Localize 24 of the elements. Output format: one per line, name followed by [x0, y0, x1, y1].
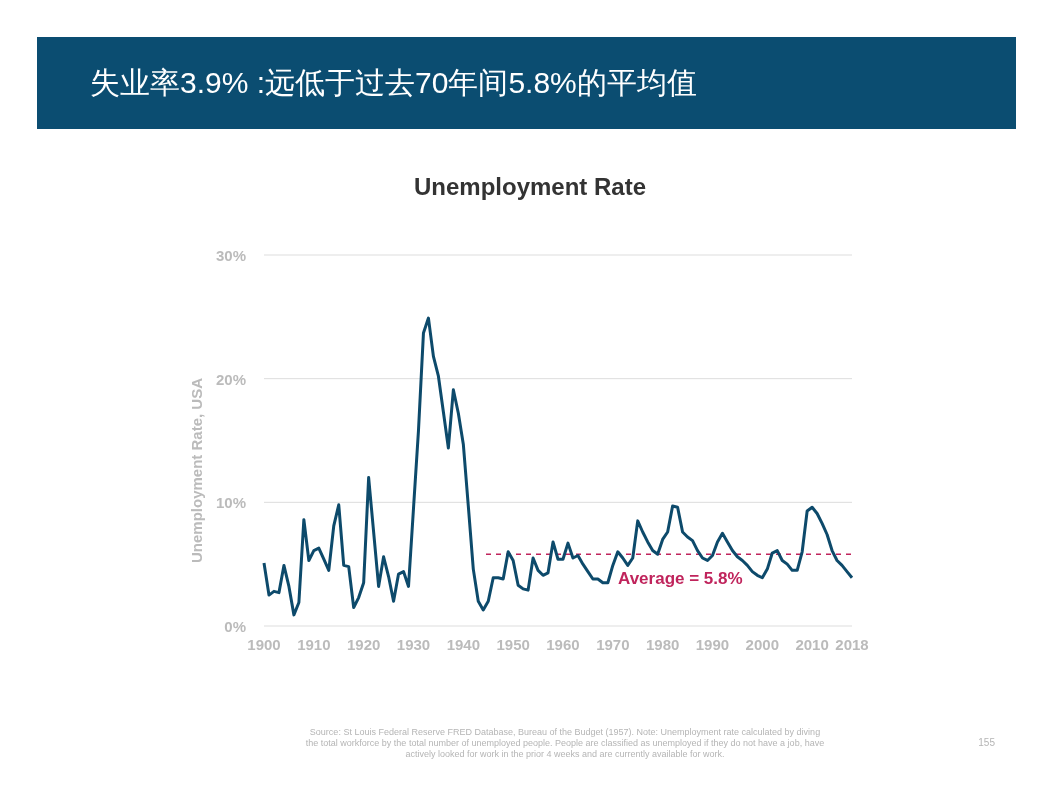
chart-title: 失业率3.9% :远低于过去70年间5.8%的平均值	[90, 66, 697, 99]
x-tick-label: 1900	[247, 636, 281, 653]
x-tick-label: 1990	[695, 636, 730, 653]
x-tick-label: 1930	[396, 636, 431, 653]
line-series	[262, 316, 854, 617]
x-tick-label: 1970	[596, 636, 630, 653]
chart-subtitle: Unemployment Rate	[413, 173, 647, 200]
source-note: Source: St Louis Federal Reserve FRED Database, Bureau of the Budget (1957). Note: Unemployment rate calculated by diving the total workforce by the total number of unemployed people. People are classified as unemployed if they do not have a job, have actively looked for work in the prior 4 weeks and are currently available for work.	[305, 727, 825, 759]
x-tick-label: 1910	[297, 636, 331, 653]
y-tick-label: 20%	[215, 370, 246, 388]
x-tick-label: 1960	[546, 636, 580, 653]
y-tick-label: 10%	[215, 494, 246, 512]
y-axis-title: Unemployment Rate, USA	[188, 377, 205, 564]
x-tick-label: 2018	[835, 636, 869, 653]
x-tick-label: 1920	[346, 636, 381, 653]
y-tick-label: 0%	[224, 618, 246, 635]
x-tick-label: 1980	[645, 636, 680, 653]
x-tick-label: 1950	[496, 636, 530, 653]
x-tick-label: 2010	[795, 636, 829, 653]
y-tick-label: 30%	[215, 247, 246, 264]
ref-line-label: Average = 5.8%	[618, 569, 743, 589]
text: 155	[978, 737, 996, 748]
x-tick-label: 2000	[745, 636, 779, 653]
x-tick-label: 1940	[446, 636, 481, 653]
